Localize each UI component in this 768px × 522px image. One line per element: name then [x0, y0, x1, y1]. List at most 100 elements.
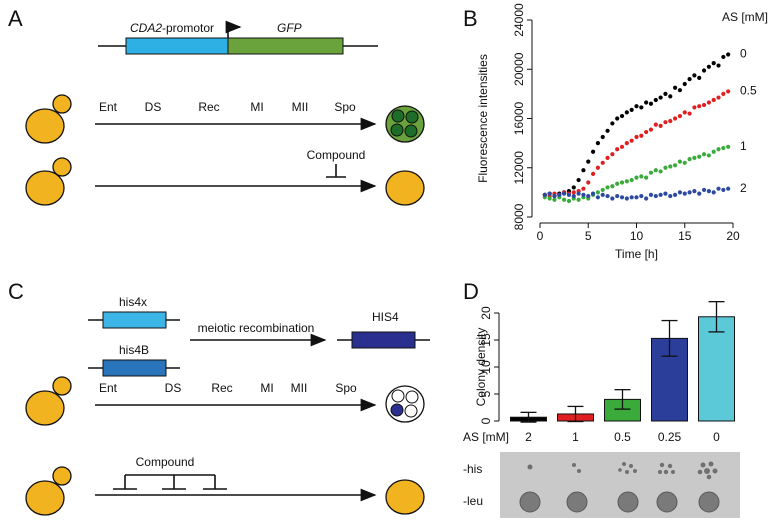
x-tick-label: 20: [726, 229, 740, 243]
data-point: [644, 129, 649, 135]
data-point: [634, 175, 639, 180]
yeast: [25, 94, 72, 144]
panel-label: A: [8, 6, 23, 31]
data-point: [542, 192, 547, 197]
data-point: [668, 94, 673, 99]
colonies: [527, 461, 718, 480]
data-point: [629, 138, 634, 143]
x-tick-label: 2: [525, 430, 532, 444]
data-point: [586, 180, 591, 185]
data-point: [716, 95, 721, 100]
series-label: 1: [740, 139, 747, 153]
data-point: [605, 185, 610, 190]
yeast: [25, 466, 72, 516]
data-point: [653, 193, 658, 199]
data-point: [648, 127, 654, 132]
data-point: [639, 133, 644, 138]
data-point: [595, 141, 601, 146]
panel-label: C: [8, 279, 24, 304]
data-point: [677, 88, 683, 93]
x-tick-label: 0.5: [614, 430, 631, 444]
data-point: [605, 193, 610, 199]
data-point: [726, 186, 731, 191]
stage: Spo: [335, 381, 357, 395]
data-point: [697, 191, 702, 196]
data-point: [648, 170, 654, 175]
data-point: [624, 196, 629, 201]
data-point: [629, 107, 634, 112]
data-point: [687, 157, 692, 162]
data-point: [615, 181, 620, 186]
stage: Ent: [99, 100, 118, 114]
reporter-label: GFP: [277, 21, 302, 35]
data-point: [711, 97, 716, 103]
data-point: [663, 91, 668, 96]
x-tick-label: 0: [537, 229, 544, 243]
x-axis-label: AS [mM]: [463, 430, 509, 444]
y-tick-label: 0: [479, 417, 493, 424]
data-point: [663, 165, 668, 170]
data-point: [644, 196, 649, 201]
data-point: [716, 147, 721, 152]
data-point: [668, 118, 673, 124]
x-tick-label: 15: [678, 229, 692, 243]
data-point: [726, 144, 731, 149]
data-point: [619, 144, 625, 149]
yeast: [385, 170, 425, 206]
data-point: [547, 191, 552, 196]
colonies: [519, 491, 720, 513]
promoter-label: CDA2-promotor: [130, 21, 214, 35]
data-point: [687, 111, 692, 116]
data-point: [581, 192, 586, 197]
data-point: [711, 60, 716, 66]
data-point: [639, 105, 644, 110]
data-point: [648, 192, 654, 197]
data-point: [619, 113, 625, 119]
data-point: [673, 163, 678, 168]
data-point: [557, 192, 562, 197]
data-point: [624, 179, 629, 184]
y-tick-label: 15: [479, 333, 493, 347]
process-label: meiotic recombination: [198, 321, 315, 335]
data-point: [682, 191, 687, 196]
data-point: [610, 121, 615, 126]
yeast: [25, 157, 72, 206]
y-tick-label: 24000: [512, 3, 526, 37]
data-point: [644, 175, 649, 180]
data-point: [706, 100, 711, 105]
stage: Ent: [99, 381, 118, 395]
data-point: [624, 110, 629, 115]
data-point: [547, 196, 552, 201]
stage: Spo: [334, 100, 356, 114]
data-point: [682, 110, 687, 115]
data-point: [590, 191, 596, 196]
data-point: [653, 97, 658, 103]
data-point: [687, 190, 692, 195]
tss-arrow: [225, 20, 242, 38]
y-tick-label: 20000: [512, 52, 526, 86]
data-point: [566, 192, 572, 197]
data-point: [706, 189, 711, 194]
data-point: [721, 187, 726, 193]
data-point: [581, 168, 586, 173]
stage: DS: [145, 100, 162, 114]
data-point: [639, 193, 644, 199]
data-point: [701, 187, 707, 193]
stage: MI: [250, 100, 263, 114]
data-point: [677, 190, 683, 195]
data-point: [639, 174, 644, 179]
stage: MI: [260, 381, 273, 395]
data-point: [576, 191, 581, 196]
y-tick-label: 8000: [512, 203, 526, 230]
series-label: 0.5: [740, 84, 757, 98]
data-point: [668, 193, 673, 199]
data-point: [634, 134, 639, 140]
data-point: [673, 192, 678, 197]
y-axis-label: Fluorescence intensities: [476, 54, 490, 183]
data-point: [590, 171, 596, 177]
data-point: [552, 193, 557, 199]
plate-row-label: -his: [463, 462, 482, 476]
data-point: [576, 197, 581, 202]
ascus: [385, 105, 425, 143]
compound-label: Compound: [136, 455, 195, 469]
